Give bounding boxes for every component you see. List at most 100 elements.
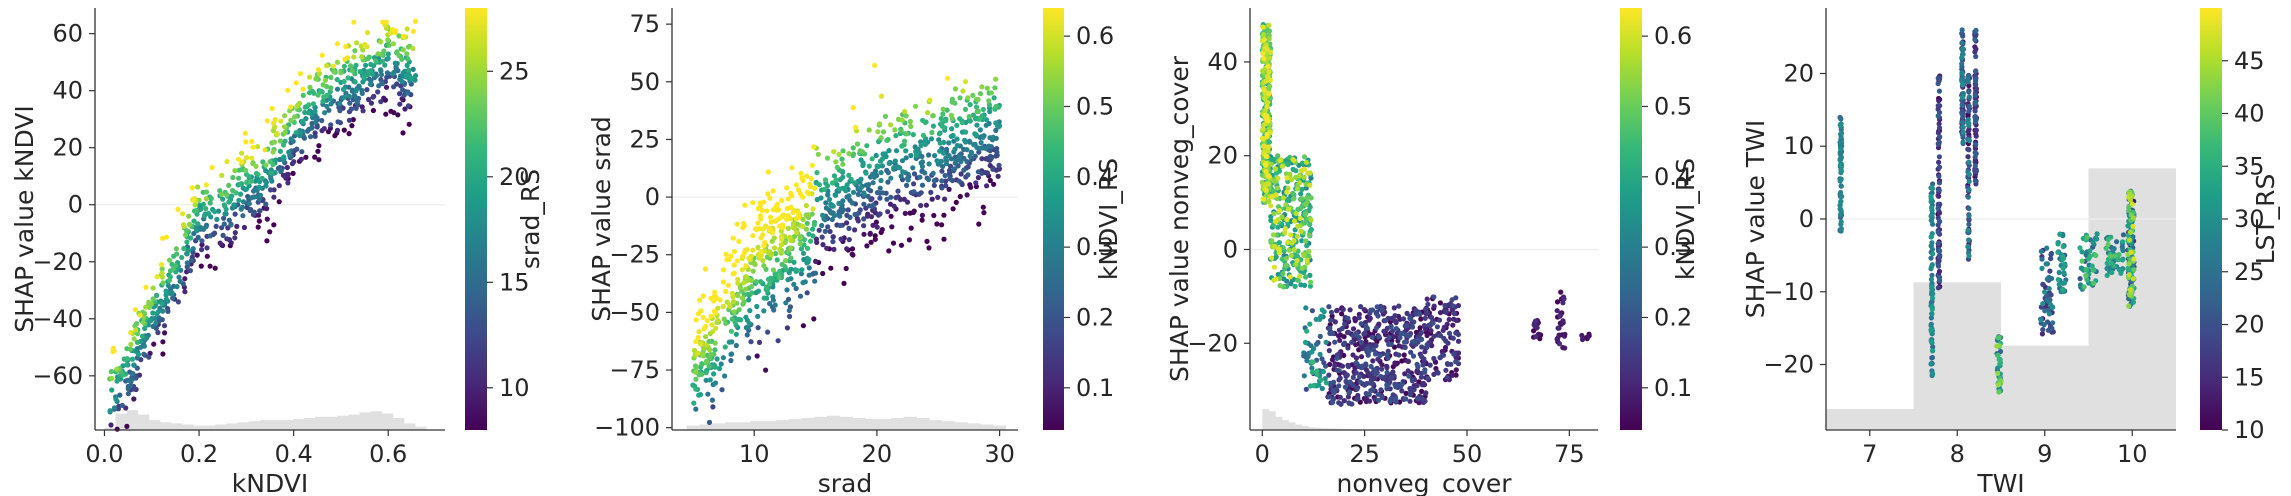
- data-point: [269, 178, 275, 184]
- data-point: [2126, 207, 2132, 213]
- data-point: [1263, 168, 1269, 175]
- data-point: [726, 339, 732, 345]
- data-point: [1329, 357, 1335, 363]
- data-point: [194, 252, 200, 258]
- data-point: [1294, 233, 1300, 239]
- data-point: [241, 224, 247, 231]
- data-point: [162, 330, 168, 336]
- data-point: [1327, 361, 1333, 368]
- data-point: [755, 325, 761, 331]
- data-point: [1352, 315, 1358, 322]
- data-point: [1431, 355, 1437, 362]
- data-point: [1928, 205, 1935, 211]
- data-point: [861, 191, 867, 197]
- data-point: [739, 295, 746, 301]
- data-point: [2056, 269, 2062, 276]
- data-point: [1279, 163, 1285, 169]
- data-point: [1279, 256, 1285, 262]
- data-point: [877, 211, 883, 217]
- data-point: [384, 70, 391, 76]
- data-point: [203, 189, 210, 195]
- data-point: [1427, 362, 1433, 368]
- data-point: [2089, 263, 2095, 269]
- data-point: [280, 142, 287, 148]
- data-point: [257, 192, 264, 198]
- data-point: [2084, 234, 2090, 240]
- data-point: [977, 127, 984, 133]
- data-point: [816, 227, 822, 233]
- colorbar-tick-label: 0.4: [1076, 163, 1114, 191]
- data-point: [238, 191, 244, 197]
- data-point: [1972, 150, 1978, 156]
- data-point: [1358, 339, 1364, 346]
- data-point: [1409, 319, 1415, 325]
- data-point: [1426, 322, 1432, 328]
- data-point: [181, 245, 187, 252]
- data-point: [357, 69, 363, 75]
- data-point: [404, 62, 410, 68]
- data-point: [278, 118, 284, 124]
- data-point: [728, 328, 735, 334]
- data-point: [1405, 358, 1411, 364]
- data-point: [1928, 315, 1934, 321]
- data-point: [705, 391, 711, 397]
- data-point: [188, 235, 194, 241]
- data-point: [1301, 252, 1307, 258]
- data-point: [699, 361, 705, 367]
- data-point: [795, 210, 802, 216]
- data-point: [1365, 369, 1371, 376]
- data-point: [1375, 391, 1381, 397]
- data-point: [1347, 307, 1353, 313]
- data-point: [910, 209, 916, 216]
- data-point: [2042, 308, 2048, 314]
- data-point: [1386, 334, 1392, 341]
- data-point: [319, 117, 325, 124]
- data-point: [195, 234, 201, 240]
- data-point: [1929, 311, 1935, 317]
- data-point: [2038, 248, 2044, 254]
- data-point: [987, 177, 993, 184]
- data-point: [970, 92, 976, 98]
- data-point: [395, 112, 401, 118]
- data-point: [335, 119, 341, 125]
- data-point: [1322, 376, 1328, 382]
- data-point: [401, 33, 407, 39]
- data-point: [773, 217, 780, 223]
- data-point: [1307, 182, 1313, 188]
- y-axis-label: SHAP value nonveg_cover: [1165, 55, 1194, 382]
- histogram-bar: [903, 416, 917, 430]
- data-point: [2104, 265, 2110, 272]
- colorbar-tick-label: 10: [2234, 416, 2265, 444]
- data-point: [368, 61, 374, 67]
- data-point: [286, 149, 292, 155]
- data-point: [212, 209, 218, 215]
- data-point: [918, 142, 924, 149]
- data-point: [895, 188, 901, 194]
- data-point: [154, 274, 160, 280]
- data-point: [903, 148, 909, 154]
- data-point: [1838, 168, 1844, 174]
- data-point: [155, 329, 161, 336]
- data-point: [729, 316, 735, 322]
- data-point: [350, 117, 356, 123]
- data-point: [203, 206, 209, 212]
- data-point: [973, 104, 980, 110]
- data-point: [1266, 22, 1272, 28]
- data-point: [405, 103, 412, 109]
- data-point: [215, 208, 222, 214]
- data-point: [790, 223, 797, 229]
- data-point: [976, 149, 982, 155]
- histogram-bar: [686, 425, 700, 430]
- data-point: [1399, 388, 1405, 394]
- data-point: [156, 315, 162, 321]
- data-point: [760, 232, 766, 238]
- data-point: [1353, 360, 1359, 366]
- data-point: [376, 83, 382, 89]
- data-point: [959, 120, 965, 126]
- data-point: [1453, 359, 1459, 365]
- data-point: [931, 182, 937, 188]
- data-point: [341, 63, 347, 69]
- data-point: [943, 178, 949, 184]
- data-point: [1929, 348, 1936, 354]
- data-point: [2045, 276, 2051, 282]
